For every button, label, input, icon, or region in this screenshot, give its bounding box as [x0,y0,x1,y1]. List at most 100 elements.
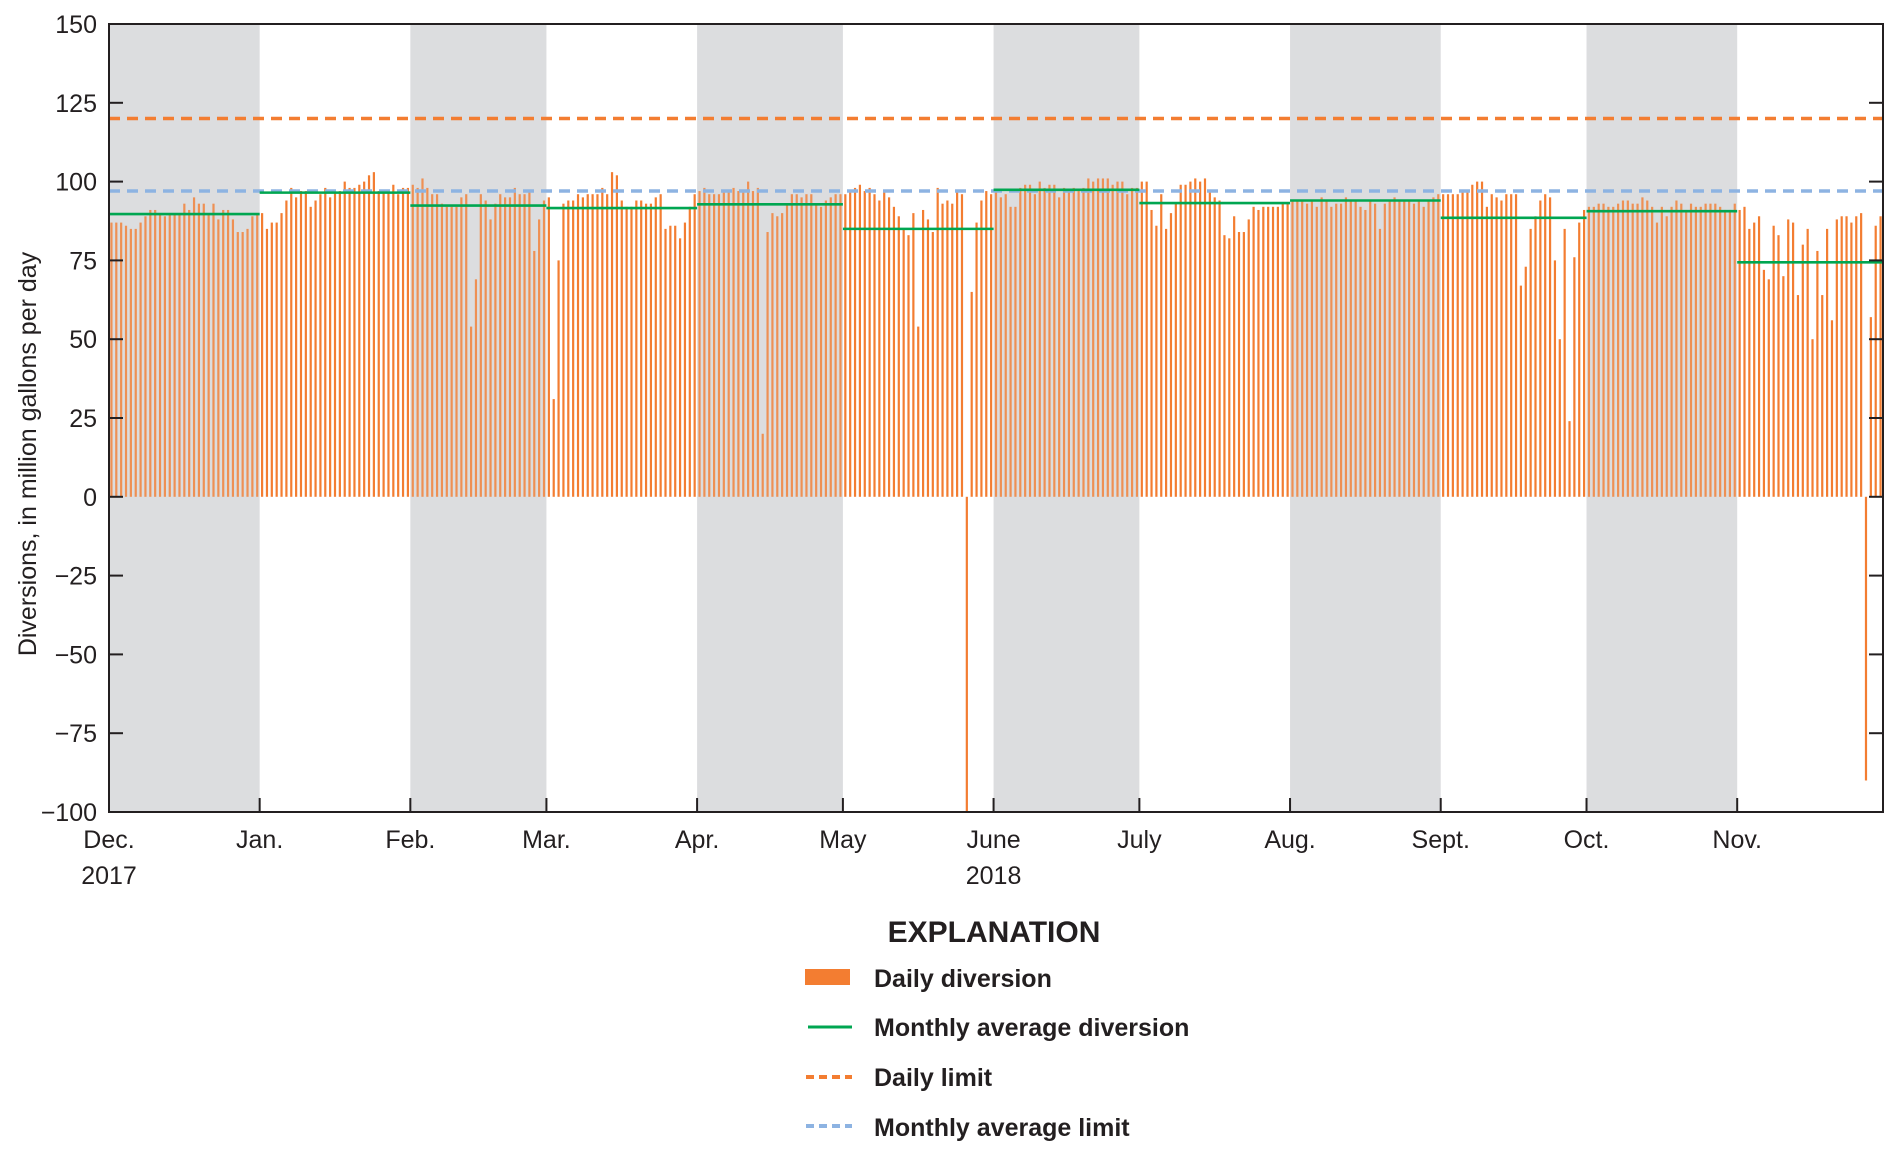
daily-diversion-bar [1228,238,1231,497]
daily-diversion-bar [270,222,273,497]
daily-diversion-bar [426,187,429,497]
daily-diversion-bar [1043,187,1046,497]
daily-diversion-bar [1607,206,1610,497]
daily-diversion-bar [1476,181,1479,497]
daily-diversion-bar [494,203,497,497]
daily-diversion-bar [372,172,375,497]
daily-diversion-bar [231,219,235,497]
daily-diversion-bar [878,200,881,497]
daily-diversion-bar [309,206,312,497]
daily-diversion-bar [1694,206,1697,497]
daily-diversion-bar [1096,178,1100,497]
daily-diversion-bar [523,194,526,497]
daily-diversion-bar [1685,209,1688,497]
daily-diversion-bar [1655,222,1659,497]
daily-diversion-bar [1038,181,1041,497]
daily-diversion-bar [1315,206,1318,497]
daily-diversion-bar [416,187,419,497]
daily-diversion-bar [552,399,555,497]
y-tick-label: 0 [83,484,97,512]
daily-diversion-bar [392,184,395,497]
daily-diversion-bar [1568,421,1571,497]
daily-diversion-bar [902,228,905,497]
daily-diversion-bar [1072,187,1075,497]
daily-diversion-bar [965,496,968,812]
daily-diversion-bar [1359,206,1362,497]
daily-diversion-bar [572,200,575,497]
daily-diversion-bar [781,213,784,497]
daily-diversion-bar [1024,184,1027,497]
daily-diversion-bar [1617,203,1620,497]
daily-diversion-bar [518,194,521,497]
legend-label-daily-limit: Daily limit [874,1064,993,1092]
daily-diversion-bar [275,222,278,497]
daily-diversion-bar [630,206,633,497]
daily-diversion-bar [829,197,832,497]
daily-diversion-bar [1169,213,1173,497]
daily-diversion-bar [1826,228,1829,497]
daily-diversion-bar [912,213,915,497]
daily-diversion-bar [1398,200,1401,497]
daily-diversion-bar [1592,206,1595,497]
y-tick-label: 125 [55,90,97,118]
daily-diversion-bar [1529,228,1532,497]
daily-diversion-bar [688,206,691,497]
daily-diversion-bar [1354,200,1357,497]
daily-diversion-bar [1199,181,1202,497]
daily-diversion-bar [1777,235,1780,497]
daily-diversion-bar [314,200,317,497]
daily-diversion-bar [727,191,730,497]
daily-diversion-bar [654,197,657,497]
daily-diversion-bar [1412,203,1416,497]
daily-diversion-bar [1748,228,1751,497]
daily-diversion-bar [1442,194,1445,497]
daily-diversion-bar [1165,228,1168,497]
daily-diversion-bar [586,194,589,497]
daily-diversion-bar [504,197,507,497]
daily-diversion-bar [1636,203,1639,497]
daily-diversion-bar [1646,200,1649,497]
daily-diversion-bar [1821,295,1824,497]
daily-diversion-bar [1631,203,1634,497]
daily-diversion-bar [1339,203,1343,497]
daily-diversion-bar [868,187,871,497]
daily-diversion-bar [489,219,492,497]
daily-diversion-bar [581,197,584,497]
daily-diversion-bar [1461,191,1464,497]
daily-diversion-bar [771,213,774,497]
shaded-month-june [993,24,1140,812]
daily-diversion-bar [406,187,410,497]
daily-diversion-bar [124,225,128,497]
daily-diversion-bar [946,200,949,497]
daily-diversion-bar [1369,200,1372,497]
x-tick-label: May [819,826,867,854]
daily-diversion-bar [1111,184,1114,497]
daily-diversion-bar [299,191,303,497]
daily-diversion-bar [776,216,779,497]
daily-diversion-bar [1573,257,1576,497]
daily-diversion-bar [742,191,745,497]
daily-diversion-bar [178,213,181,497]
daily-diversion-bar [202,203,205,497]
daily-diversion-bar [1733,203,1736,497]
daily-diversion-bar [411,184,414,497]
year-label: 2018 [966,862,1022,890]
daily-diversion-bar [1456,194,1459,497]
daily-diversion-bar [508,197,512,497]
daily-diversion-bar [431,194,434,497]
daily-diversion-bar [931,232,934,497]
daily-diversion-bar [970,291,973,497]
daily-diversion-bar [1714,203,1717,497]
daily-diversion-bar [1004,194,1007,497]
daily-diversion-bar [1320,197,1323,497]
reference-lines [109,116,1883,264]
daily-diversion-bar [1524,266,1527,497]
daily-diversion-bar [844,194,847,497]
daily-diversion-bar [562,203,565,497]
daily-diversion-bar [761,433,764,497]
daily-diversion-bar [1427,200,1430,497]
y-tick-label: 100 [55,169,97,197]
daily-diversion-bar [887,197,891,497]
daily-diversion-bar [1364,209,1367,497]
daily-diversion-bar [547,197,550,497]
